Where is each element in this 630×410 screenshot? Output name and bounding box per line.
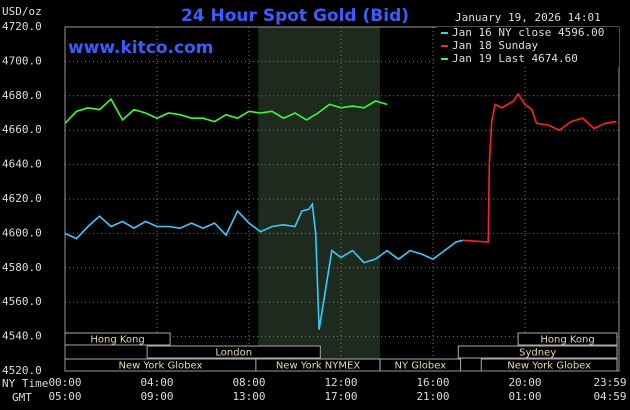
session-box [146,345,321,359]
x2-tick-label: 13:00 [232,390,265,403]
x-tick-label: 16:00 [416,376,449,389]
y-tick-label: 4680.0 [2,89,42,102]
x-tick-label: 12:00 [324,376,357,389]
y-tick-label: 4620.0 [2,192,42,205]
session-box [457,345,618,359]
session-label: New York Globex [507,361,591,372]
series-line [462,92,617,243]
series-line [64,97,388,124]
legend-label: Jan 18 Sunday [452,39,538,52]
x-tick-label: 00:00 [48,376,81,389]
y-tick-label: 4580.0 [2,261,42,274]
plot-under [65,26,619,372]
y-tick-label: 4600.0 [2,226,42,239]
legend-label: Jan 16 NY close 4596.00 [452,26,604,39]
x2-tick-label: 09:00 [140,390,173,403]
x-tick-label: 08:00 [232,376,265,389]
y-tick-label: 4540.0 [2,330,42,343]
plot-border [64,26,620,372]
session-label: NY Globex [395,361,447,372]
x2-tick-label: 05:00 [48,390,81,403]
y-tick-label: 4520.0 [2,364,42,377]
legend-box [437,27,619,67]
session-label: Sydney [519,348,556,359]
y-tick-label: 4640.0 [2,158,42,171]
session-label: New York Globex [119,361,203,372]
y-tick-label: 4560.0 [2,295,42,308]
x-tick-label: 04:00 [140,376,173,389]
session-label: London [215,348,252,359]
y-tick-label: 4660.0 [2,123,42,136]
unit-label: USD/oz [2,5,42,18]
watermark: www.kitco.com [68,38,213,58]
session-label: Hong Kong [90,335,144,346]
y-tick-label: 4720.0 [2,20,42,33]
x2-axis-label: GMT [12,391,32,404]
session-box [517,332,618,346]
x-tick-label: 20:00 [508,376,541,389]
plot-over: 4520.0 4540.0 4560.0 4580.0 4600.0 4620.0 4640… [2,20,627,403]
x2-tick-label: 21:00 [416,390,449,403]
date: January 19, 2026 14:01 [455,11,601,24]
chart-title: 24 Hour Spot Gold (Bid) [181,6,409,26]
x2-tick-label: 01:00 [508,390,541,403]
x-axis-label: NY Time [2,377,48,390]
series-line [64,201,464,330]
legend-label: Jan 19 Last 4674.60 [452,52,578,65]
x2-tick-label: 17:00 [324,390,357,403]
x-tick-label: 23:59 [593,376,626,389]
session-label: Hong Kong [540,335,594,346]
x2-tick-label: 04:59 [593,390,626,403]
y-tick-label: 4700.0 [2,54,42,67]
session-label: New York NYMEX [276,361,361,372]
